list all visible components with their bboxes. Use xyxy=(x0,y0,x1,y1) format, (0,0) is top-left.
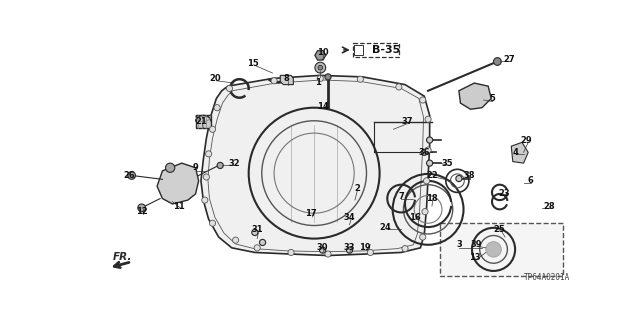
Circle shape xyxy=(209,220,216,226)
Circle shape xyxy=(217,162,223,169)
Text: 38: 38 xyxy=(463,171,475,180)
Circle shape xyxy=(202,197,208,203)
Text: 16: 16 xyxy=(409,212,421,221)
Text: 26: 26 xyxy=(124,171,135,180)
Text: 14: 14 xyxy=(317,102,328,111)
Text: 21: 21 xyxy=(195,117,207,126)
Circle shape xyxy=(402,245,408,252)
Circle shape xyxy=(493,58,501,65)
Text: 5: 5 xyxy=(490,94,496,103)
Text: 19: 19 xyxy=(359,243,371,252)
Text: 10: 10 xyxy=(317,48,328,57)
Circle shape xyxy=(325,251,331,257)
Circle shape xyxy=(209,126,216,132)
Circle shape xyxy=(427,137,433,143)
Circle shape xyxy=(357,76,364,82)
Text: 1: 1 xyxy=(315,78,321,87)
Circle shape xyxy=(420,97,426,103)
Polygon shape xyxy=(157,163,198,204)
Circle shape xyxy=(325,74,331,80)
Text: 25: 25 xyxy=(494,225,506,234)
Circle shape xyxy=(259,239,266,245)
Circle shape xyxy=(288,249,294,256)
Text: 20: 20 xyxy=(209,74,221,83)
Text: 3: 3 xyxy=(456,240,462,249)
Circle shape xyxy=(205,151,212,157)
Text: 8: 8 xyxy=(284,74,289,83)
Bar xyxy=(440,223,563,276)
Text: 18: 18 xyxy=(426,194,438,203)
Polygon shape xyxy=(511,142,528,163)
Text: TP64A0201A: TP64A0201A xyxy=(524,273,570,282)
Text: 37: 37 xyxy=(401,117,413,126)
Text: 28: 28 xyxy=(543,202,555,211)
Text: 11: 11 xyxy=(173,202,185,211)
Text: 7: 7 xyxy=(398,192,404,201)
Bar xyxy=(354,45,364,55)
Text: 24: 24 xyxy=(380,222,392,232)
Circle shape xyxy=(427,160,433,166)
Circle shape xyxy=(346,247,353,253)
Circle shape xyxy=(319,247,326,253)
Text: 34: 34 xyxy=(344,212,355,221)
Circle shape xyxy=(204,174,209,180)
Circle shape xyxy=(456,175,462,182)
Circle shape xyxy=(424,178,429,184)
Circle shape xyxy=(214,105,220,111)
Text: 6: 6 xyxy=(527,176,534,185)
Text: 27: 27 xyxy=(503,55,515,64)
Circle shape xyxy=(271,78,277,84)
Circle shape xyxy=(138,204,145,212)
Text: 32: 32 xyxy=(228,159,240,168)
Circle shape xyxy=(422,209,428,215)
Text: 33: 33 xyxy=(344,243,355,252)
Text: 2: 2 xyxy=(355,184,360,193)
Bar xyxy=(353,43,399,57)
Text: 31: 31 xyxy=(252,225,263,234)
Text: 22: 22 xyxy=(427,171,438,180)
Text: 13: 13 xyxy=(469,253,481,262)
Text: 39: 39 xyxy=(471,240,483,249)
Circle shape xyxy=(425,147,431,153)
Text: 12: 12 xyxy=(136,207,148,216)
Circle shape xyxy=(128,172,136,179)
Circle shape xyxy=(252,229,258,236)
Text: 17: 17 xyxy=(305,210,317,219)
Circle shape xyxy=(367,249,373,256)
Circle shape xyxy=(318,65,323,70)
Polygon shape xyxy=(459,83,492,109)
Circle shape xyxy=(254,245,260,251)
Text: FR.: FR. xyxy=(113,252,132,262)
Circle shape xyxy=(232,237,239,243)
Text: 36: 36 xyxy=(419,148,430,157)
Circle shape xyxy=(315,62,326,73)
Text: 30: 30 xyxy=(317,243,328,252)
Circle shape xyxy=(425,116,431,122)
Bar xyxy=(196,116,211,128)
Circle shape xyxy=(420,234,426,240)
Polygon shape xyxy=(201,75,429,256)
Circle shape xyxy=(166,163,175,172)
Text: 9: 9 xyxy=(193,163,198,172)
Polygon shape xyxy=(280,75,293,84)
Text: 4: 4 xyxy=(513,148,519,157)
Circle shape xyxy=(227,85,232,92)
Circle shape xyxy=(396,84,402,90)
Circle shape xyxy=(486,242,501,257)
Text: 35: 35 xyxy=(442,159,453,168)
Text: 29: 29 xyxy=(521,136,532,145)
Text: 23: 23 xyxy=(499,189,510,198)
Circle shape xyxy=(421,149,428,156)
Polygon shape xyxy=(315,51,326,60)
Circle shape xyxy=(317,75,323,82)
Text: B-35: B-35 xyxy=(372,45,400,55)
Text: 15: 15 xyxy=(246,59,259,68)
